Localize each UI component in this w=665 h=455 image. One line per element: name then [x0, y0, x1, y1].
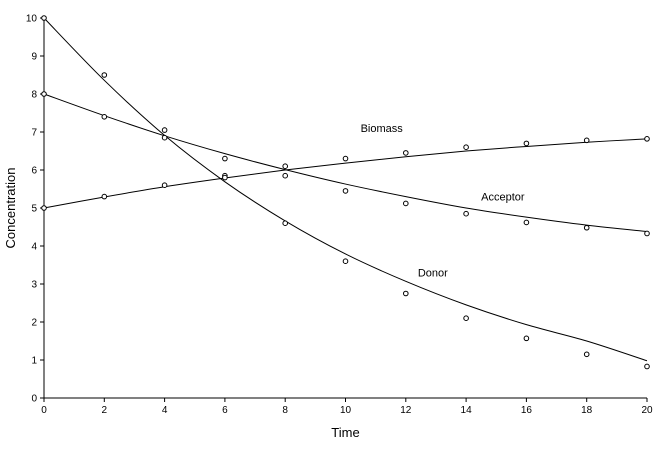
donor-point [161, 127, 168, 133]
y-tick-label: 2 [31, 318, 37, 329]
acceptor-point [342, 188, 349, 194]
donor-point [644, 363, 650, 370]
donor-point [463, 315, 469, 322]
donor-point [583, 351, 590, 358]
x-tick-label: 6 [222, 405, 228, 416]
y-tick-label: 8 [31, 90, 37, 101]
donor-point [101, 72, 108, 78]
biomass-point [161, 182, 168, 188]
x-tick-label: 10 [340, 405, 352, 416]
acceptor-point [222, 155, 228, 162]
y-tick-label: 4 [31, 242, 37, 253]
biomass-point [403, 150, 409, 156]
donor-curve [43, 17, 648, 362]
acceptor-point [41, 91, 47, 97]
acceptor-point [403, 200, 409, 207]
series-labels: Biomass Acceptor Donor [361, 123, 525, 279]
y-axis-label: Concentration [3, 168, 18, 249]
x-ticks: 0 2 4 6 8 10 12 14 16 18 20 [41, 398, 653, 416]
acceptor-point [463, 210, 469, 217]
y-tick-label: 1 [31, 356, 37, 367]
acceptor-point [101, 114, 108, 120]
biomass-point [101, 193, 108, 200]
x-tick-label: 20 [641, 405, 653, 416]
acceptor-curve [43, 93, 648, 233]
y-ticks: 0 1 2 3 4 5 6 7 8 9 10 [26, 14, 44, 405]
x-tick-label: 18 [581, 405, 593, 416]
x-tick-label: 2 [102, 405, 108, 416]
y-tick-label: 10 [26, 14, 38, 25]
donor-point [222, 174, 228, 181]
biomass-label: Biomass [361, 123, 404, 135]
x-tick-label: 16 [521, 405, 533, 416]
y-tick-label: 7 [31, 128, 37, 139]
acceptor-point [282, 172, 289, 179]
acceptor-point [161, 134, 168, 141]
series-curves [43, 17, 648, 362]
donor-point [523, 335, 530, 342]
x-tick-label: 4 [162, 405, 168, 416]
biomass-point [644, 136, 650, 142]
donor-label: Donor [418, 267, 448, 279]
biomass-curve [43, 138, 648, 209]
y-tick-label: 5 [31, 204, 37, 215]
acceptor-label: Acceptor [481, 191, 525, 203]
x-tick-label: 8 [282, 405, 288, 416]
biomass-point [41, 205, 47, 211]
series-markers [41, 15, 650, 370]
donor-point [342, 258, 349, 265]
y-tick-label: 0 [31, 394, 37, 405]
x-tick-label: 14 [461, 405, 473, 416]
y-tick-label: 6 [31, 166, 37, 177]
biomass-point [523, 140, 530, 147]
acceptor-point [644, 230, 650, 237]
biomass-point [282, 163, 289, 169]
donor-point [41, 15, 47, 21]
donor-point [403, 290, 409, 297]
x-tick-label: 0 [41, 405, 47, 416]
donor-point [282, 220, 289, 226]
acceptor-point [523, 219, 530, 226]
x-tick-label: 12 [400, 405, 412, 416]
biomass-point [463, 144, 469, 150]
y-tick-label: 9 [31, 52, 37, 63]
acceptor-point [583, 224, 590, 231]
biomass-point [583, 137, 590, 144]
biomass-point [342, 155, 349, 162]
y-tick-label: 3 [31, 280, 37, 291]
x-axis-label: Time [331, 425, 359, 440]
